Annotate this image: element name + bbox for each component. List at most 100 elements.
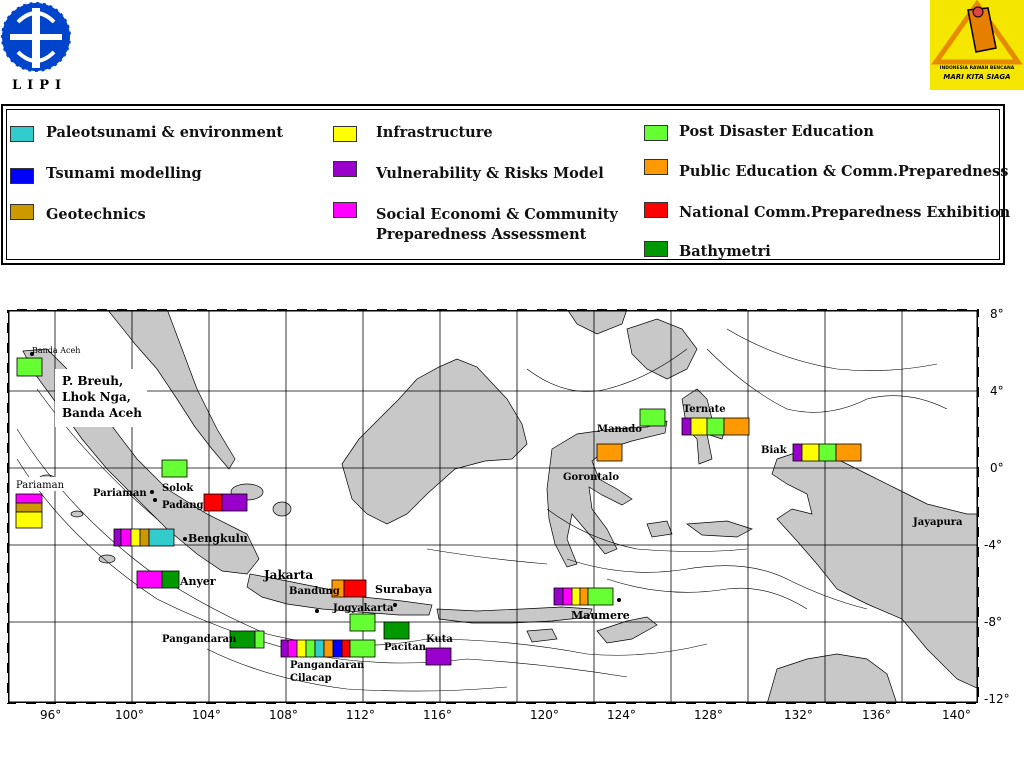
- label-kuta: Kuta: [426, 634, 453, 645]
- label-padang: Padang: [162, 500, 203, 511]
- lon-tick-104: 104°: [192, 708, 221, 722]
- legend-label-social-economi: Social Economi & Community: [376, 206, 618, 223]
- lon-tick-96: 96°: [40, 708, 62, 722]
- legend-swatch-infrastructure: [333, 126, 357, 142]
- lipi-emblem-icon: [0, 1, 72, 73]
- mindanao: [626, 318, 698, 380]
- legend-swatch-national-exhibition: [644, 202, 668, 218]
- lat-tick-minus8: -8°: [984, 615, 1002, 629]
- lon-tick-132: 132°: [784, 708, 813, 722]
- marker-maumere: [553, 587, 614, 606]
- label-pacitan: Pacitan: [384, 642, 427, 653]
- label-manado: Manado: [597, 424, 642, 435]
- marker-anyer: [136, 570, 180, 589]
- longitude-ticks: 96° 100° 104° 108° 112° 116° 120° 124° 1…: [0, 708, 1024, 724]
- label-cilacap: Cilacap: [290, 673, 332, 684]
- legend-swatch-vulnerability: [333, 161, 357, 177]
- lon-tick-120: 120°: [530, 708, 559, 722]
- lon-tick-108: 108°: [269, 708, 298, 722]
- malay-peninsula: [106, 309, 236, 470]
- lon-tick-124: 124°: [607, 708, 636, 722]
- legend-label-bathymetri: Bathymetri: [679, 243, 771, 260]
- lon-tick-140: 140°: [942, 708, 971, 722]
- place-labels: Banda Aceh P. Breuh, Lhok Nga, Banda Ace…: [16, 346, 963, 684]
- buru: [646, 520, 673, 538]
- label-pangandaran-left: Pangandaran: [162, 634, 237, 645]
- legend-label-public-education: Public Education & Comm.Preparedness: [679, 163, 1009, 180]
- warning-triangle-icon: [931, 0, 1023, 65]
- label-ternate: Ternate: [683, 404, 726, 415]
- graticule: [7, 309, 979, 704]
- lon-tick-116: 116°: [423, 708, 452, 722]
- sumba: [526, 628, 558, 643]
- sulawesi: [546, 420, 668, 568]
- belitung-island: [272, 501, 292, 517]
- timor: [596, 616, 658, 644]
- label-banda-aceh: Banda Aceh: [32, 346, 80, 355]
- label-solok: Solok: [162, 483, 194, 494]
- enggano-island: [98, 554, 116, 564]
- lon-tick-136: 136°: [862, 708, 891, 722]
- legend-swatch-bathymetri: [644, 241, 668, 257]
- legend-label-social-economi-line2: Preparedness Assessment: [376, 226, 587, 243]
- lon-tick-100: 100°: [115, 708, 144, 722]
- lat-tick-8: 8°: [990, 307, 1004, 321]
- label-gorontalo: Gorontalo: [563, 472, 619, 483]
- marker-bengkulu: [113, 528, 175, 547]
- legend-label-paleotsunami: Paleotsunami & environment: [46, 124, 284, 141]
- australia-north: [766, 653, 898, 704]
- marker-biak: [792, 443, 862, 462]
- lat-tick-minus12: -12°: [984, 692, 1010, 706]
- legend-label-tsunami-modelling: Tsunami modelling: [46, 165, 202, 182]
- lipi-logo: LIPI: [0, 0, 76, 95]
- indonesia-map: Banda Aceh P. Breuh, Lhok Nga, Banda Ace…: [7, 309, 979, 704]
- marker-padang: [203, 493, 248, 512]
- label-maumere: Maumere: [571, 609, 630, 622]
- pariaman-left-label-box: [11, 477, 67, 491]
- marker-gorontalo: [596, 443, 623, 462]
- label-biak: Biak: [761, 445, 788, 456]
- marker-solok: [161, 459, 188, 478]
- label-banda-aceh-2: Banda Aceh: [62, 406, 142, 420]
- siberut-island: [70, 510, 84, 518]
- lat-tick-4: 4°: [990, 384, 1004, 398]
- label-lhok-nga: Lhok Nga,: [62, 390, 131, 404]
- lat-tick-0: 0°: [990, 461, 1004, 475]
- legend-label-national-exhibition: National Comm.Preparedness Exhibition: [679, 204, 1011, 221]
- legend-label-vulnerability: Vulnerability & Risks Model: [376, 165, 604, 182]
- label-jakarta: Jakarta: [263, 568, 313, 582]
- marker-jakarta: [331, 579, 367, 598]
- lon-tick-112: 112°: [346, 708, 375, 722]
- marker-pangandaran-left: [229, 630, 265, 649]
- legend-inner-border: [6, 109, 1000, 260]
- legend-swatch-paleotsunami: [10, 126, 34, 142]
- marker-pangandaran: [280, 639, 376, 658]
- legend-panel: Paleotsunami & environment Tsunami model…: [1, 104, 1010, 265]
- philippines-north: [566, 309, 628, 335]
- label-p-breuh: P. Breuh,: [62, 374, 123, 388]
- marker-jogyakarta: [349, 613, 376, 632]
- city-dots: [30, 352, 621, 613]
- marker-kuta: [425, 647, 452, 666]
- label-surabaya: Surabaya: [375, 583, 432, 596]
- legend-label-infrastructure: Infrastructure: [376, 124, 493, 141]
- lat-tick-minus4: -4°: [984, 538, 1002, 552]
- legend-swatch-tsunami-modelling: [10, 168, 34, 184]
- legend-label-post-disaster: Post Disaster Education: [679, 123, 874, 140]
- legend-swatch-social-economi: [333, 202, 357, 218]
- borneo: [341, 358, 528, 525]
- lon-tick-128: 128°: [694, 708, 723, 722]
- legend-label-geotechnics: Geotechnics: [46, 206, 146, 223]
- label-jogyakarta: Jogyakarta: [332, 603, 394, 614]
- lipi-text: LIPI: [12, 78, 68, 93]
- label-jayapura: Jayapura: [912, 517, 963, 528]
- marker-banda-aceh: [16, 357, 43, 377]
- latitude-ticks: 8° 4° 0° -4° -8° -12°: [984, 0, 1024, 768]
- marker-pariaman-left: [15, 493, 43, 529]
- logo-caption-2: MARI KITA SIAGA: [943, 73, 1011, 81]
- marker-ternate: [681, 417, 750, 436]
- label-bandung: Bandung: [289, 586, 340, 597]
- marker-manado: [639, 408, 666, 427]
- seram: [686, 520, 753, 538]
- legend-swatch-public-education: [644, 159, 668, 175]
